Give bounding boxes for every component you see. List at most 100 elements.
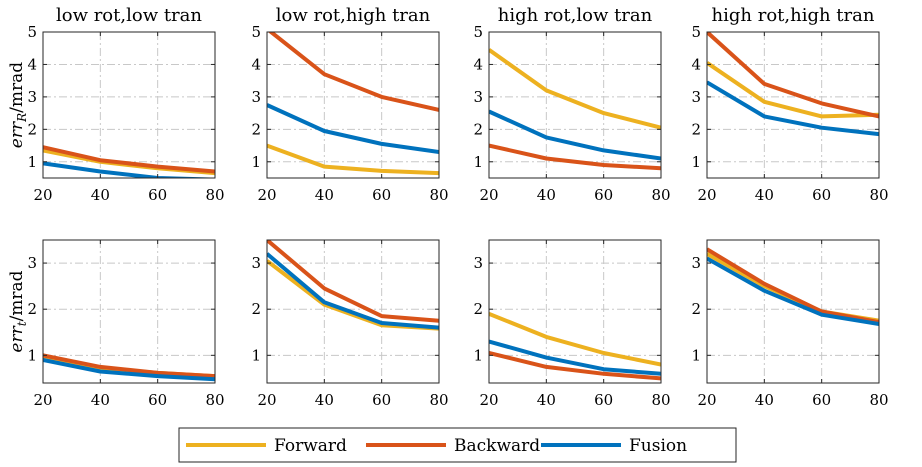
y-tick-label: 2 — [27, 120, 37, 138]
x-tick-label: 20 — [33, 186, 52, 204]
x-tick-label: 80 — [429, 186, 448, 204]
x-tick-label: 20 — [479, 391, 498, 409]
series-line-fusion — [43, 161, 215, 178]
y-tick-label: 5 — [251, 23, 261, 41]
x-tick-label: 60 — [372, 186, 391, 204]
y-tick-label: 5 — [27, 23, 37, 41]
series-line-forward — [267, 143, 439, 176]
y-axis-label: errR/mrad — [7, 62, 29, 148]
y-tick-label: 1 — [691, 153, 701, 171]
legend: Forward Backward Fusion — [178, 427, 737, 463]
y-tick-label: 2 — [251, 300, 261, 318]
x-tick-label: 80 — [205, 186, 224, 204]
x-tick-label: 40 — [315, 186, 334, 204]
axes-box — [488, 239, 662, 384]
x-tick-label: 60 — [594, 186, 613, 204]
panel-7: 20 40 60 80 1 2 3 — [473, 239, 671, 409]
y-tick-label: 4 — [27, 55, 37, 73]
x-tick-label: 80 — [651, 391, 670, 409]
x-tick-label: 80 — [429, 391, 448, 409]
panel-1: 20 40 60 80 1 2 3 4 5 low rot,low tran errR/mrad — [7, 5, 225, 204]
y-tick-label: 2 — [691, 120, 701, 138]
series-line-backward — [43, 145, 215, 174]
x-tick-label: 20 — [257, 391, 276, 409]
x-tick-label: 60 — [812, 186, 831, 204]
x-tick-label: 80 — [869, 186, 888, 204]
series-line-fusion — [707, 80, 879, 137]
panel-3: 20 40 60 80 1 2 3 4 5 high rot,low tran — [473, 5, 670, 204]
axes-box — [266, 31, 440, 179]
panel-6: 20 40 60 80 1 2 3 — [251, 239, 449, 409]
panel-title: low rot,high tran — [276, 5, 431, 26]
legend-box — [178, 427, 737, 463]
axes-box — [42, 31, 216, 179]
x-tick-label: 60 — [148, 186, 167, 204]
y-tick-label: 3 — [691, 254, 701, 272]
y-tick-label: 1 — [27, 346, 37, 364]
y-tick-label: 3 — [27, 88, 37, 106]
x-tick-label: 20 — [697, 186, 716, 204]
series-line-backward — [267, 32, 439, 112]
x-tick-label: 40 — [755, 391, 774, 409]
series-line-backward — [267, 240, 439, 323]
x-tick-label: 40 — [755, 186, 774, 204]
legend-label-fusion: Fusion — [629, 436, 687, 456]
panel-2: 20 40 60 80 1 2 3 4 5 low rot,high tran — [251, 5, 448, 204]
x-tick-label: 80 — [205, 391, 224, 409]
axes-box — [42, 239, 216, 384]
axes-box — [488, 31, 662, 179]
panel-title: high rot,low tran — [498, 5, 653, 26]
y-tick-label: 2 — [27, 300, 37, 318]
series-line-backward — [489, 143, 661, 171]
y-tick-label: 1 — [251, 346, 261, 364]
x-tick-label: 60 — [594, 391, 613, 409]
series-line-fusion — [489, 339, 661, 376]
y-tick-label: 1 — [473, 346, 483, 364]
panel-4: 20 40 60 80 1 2 3 4 5 high rot,high tran — [691, 5, 888, 204]
y-axis-label: errt/mrad — [7, 270, 29, 352]
y-tick-label: 1 — [691, 346, 701, 364]
series-line-forward — [489, 48, 661, 130]
x-tick-label: 80 — [869, 391, 888, 409]
y-tick-label: 3 — [27, 254, 37, 272]
y-tick-label: 3 — [473, 254, 483, 272]
axes-box — [266, 239, 440, 384]
x-tick-label: 20 — [479, 186, 498, 204]
y-tick-label: 1 — [27, 153, 37, 171]
y-tick-label: 2 — [251, 120, 261, 138]
y-tick-label: 3 — [251, 254, 261, 272]
x-tick-label: 40 — [537, 391, 556, 409]
y-tick-label: 3 — [691, 88, 701, 106]
x-tick-label: 80 — [651, 186, 670, 204]
y-tick-label: 1 — [251, 153, 261, 171]
x-tick-label: 20 — [33, 391, 52, 409]
legend-label-forward: Forward — [274, 436, 347, 456]
axes-box — [706, 239, 880, 384]
y-tick-label: 4 — [473, 55, 483, 73]
y-tick-label: 3 — [251, 88, 261, 106]
series-line-forward — [489, 311, 661, 367]
series-line-fusion — [267, 103, 439, 154]
y-tick-label: 4 — [691, 55, 701, 73]
panel-title: low rot,low tran — [56, 5, 202, 26]
x-tick-label: 60 — [372, 391, 391, 409]
y-tick-label: 2 — [473, 300, 483, 318]
y-tick-label: 2 — [691, 300, 701, 318]
x-tick-label: 40 — [91, 391, 110, 409]
x-tick-label: 20 — [697, 391, 716, 409]
x-tick-label: 60 — [148, 391, 167, 409]
y-tick-label: 4 — [251, 55, 261, 73]
x-tick-label: 40 — [537, 186, 556, 204]
series-line-fusion — [489, 109, 661, 161]
series-line-backward — [707, 247, 879, 325]
x-tick-label: 60 — [812, 391, 831, 409]
x-tick-label: 40 — [91, 186, 110, 204]
x-tick-label: 40 — [315, 391, 334, 409]
y-tick-label: 3 — [473, 88, 483, 106]
series-line-backward — [707, 32, 879, 119]
y-tick-label: 1 — [473, 153, 483, 171]
series-line-forward — [707, 61, 879, 119]
x-tick-label: 20 — [257, 186, 276, 204]
